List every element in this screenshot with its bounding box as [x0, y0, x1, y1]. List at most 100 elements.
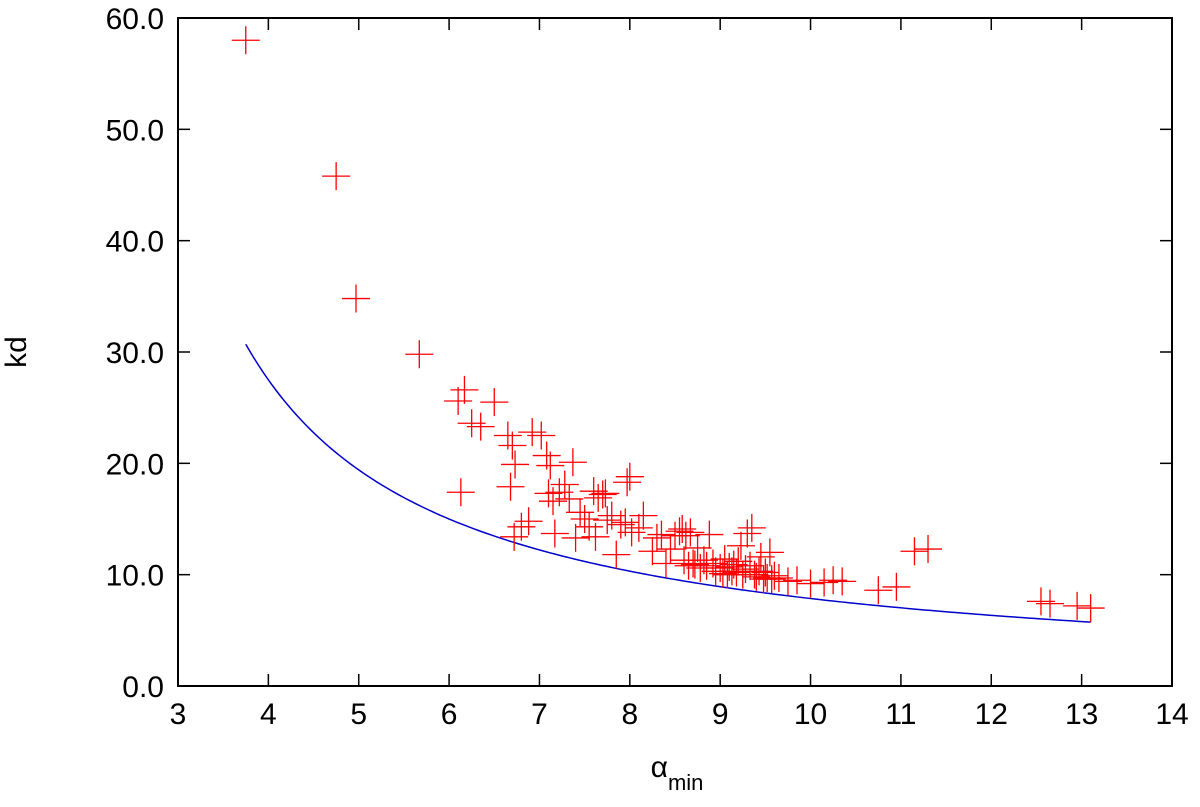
y-tick-label: 50.0	[106, 114, 164, 147]
data-point	[322, 162, 351, 191]
data-point	[695, 520, 724, 549]
data-point	[642, 523, 671, 552]
data-point	[581, 522, 610, 551]
x-tick-label: 6	[441, 698, 458, 731]
data-point	[828, 567, 857, 596]
data-point	[480, 388, 509, 417]
data-point	[566, 498, 595, 527]
data-point	[606, 510, 635, 539]
x-tick-label: 9	[712, 698, 729, 731]
y-tick-label: 10.0	[106, 560, 164, 593]
data-point	[617, 518, 646, 547]
data-point	[760, 561, 789, 590]
data-point	[724, 547, 753, 576]
data-point	[231, 26, 260, 55]
data-point	[882, 572, 911, 601]
data-point	[671, 521, 700, 550]
y-tick-label: 60.0	[106, 3, 164, 36]
data-point	[342, 284, 371, 313]
axis-ticks	[177, 17, 1173, 687]
x-tick-label: 7	[531, 698, 548, 731]
data-point	[570, 505, 599, 533]
data-point	[611, 508, 640, 537]
x-tick-label: 3	[170, 698, 187, 731]
data-point	[536, 451, 565, 480]
data-point	[624, 513, 653, 542]
data-point	[500, 522, 529, 551]
y-axis-tick-labels: 0.0 10.0 20.0 30.0 40.0 50.0 60.0	[106, 3, 164, 704]
data-point	[558, 448, 587, 477]
data-point	[665, 517, 694, 546]
data-point	[450, 375, 479, 404]
data-point	[514, 507, 543, 536]
data-point	[588, 480, 617, 509]
data-point	[561, 523, 590, 552]
data-point	[717, 557, 746, 586]
data-point	[900, 537, 929, 566]
data-point	[782, 566, 811, 595]
x-tick-label: 13	[1065, 698, 1098, 731]
data-point	[555, 484, 584, 513]
data-point	[615, 462, 644, 491]
data-point	[593, 506, 622, 535]
data-point	[737, 513, 766, 542]
x-axis-label-subscript: min	[668, 770, 703, 795]
x-axis-tick-labels: 3 4 5 6 7 8 9 10 11 12 13 14	[170, 698, 1189, 731]
data-point	[532, 441, 561, 470]
data-point	[591, 479, 620, 508]
data-point	[668, 515, 697, 544]
x-tick-label: 8	[621, 698, 638, 731]
x-axis-label: αmin	[651, 751, 704, 795]
x-tick-label: 12	[975, 698, 1008, 731]
x-tick-label: 14	[1155, 698, 1188, 731]
data-point	[914, 535, 943, 564]
data-point	[613, 468, 642, 497]
data-point	[534, 479, 563, 508]
x-tick-label: 4	[260, 698, 277, 731]
data-point	[507, 512, 536, 541]
data-point	[647, 520, 676, 549]
y-axis-label: kd	[0, 336, 33, 368]
data-point	[656, 535, 685, 564]
data-point	[493, 421, 522, 450]
data-point	[757, 565, 786, 594]
y-tick-label: 40.0	[106, 226, 164, 259]
fit-curve-line	[245, 343, 1091, 623]
data-point	[466, 412, 495, 441]
data-point	[651, 549, 680, 578]
data-point	[527, 421, 556, 450]
data-point	[1076, 594, 1105, 623]
data-point	[602, 540, 631, 569]
x-tick-label: 11	[885, 698, 916, 731]
data-point	[405, 340, 434, 369]
data-point	[575, 512, 604, 541]
data-point	[584, 483, 613, 512]
data-point	[745, 557, 774, 586]
data-point	[498, 431, 527, 460]
data-point	[755, 538, 784, 567]
data-point	[444, 386, 473, 415]
data-point	[501, 450, 530, 479]
data-point	[733, 519, 762, 548]
data-point	[864, 576, 893, 605]
data-points	[231, 26, 1105, 623]
x-axis-label-main: α	[651, 751, 668, 784]
y-tick-label: 20.0	[106, 448, 164, 481]
data-point	[726, 531, 755, 560]
y-tick-label: 30.0	[106, 337, 164, 370]
data-point	[496, 472, 525, 501]
data-point	[550, 470, 579, 499]
data-point	[1036, 589, 1065, 618]
data-point	[676, 518, 705, 547]
y-tick-label: 0.0	[122, 671, 164, 704]
data-point	[446, 478, 475, 507]
x-tick-label: 5	[350, 698, 367, 731]
data-point	[683, 533, 712, 562]
data-point	[1063, 591, 1092, 620]
data-point	[796, 569, 825, 598]
data-point	[638, 537, 667, 566]
data-point	[540, 519, 569, 548]
x-tick-label: 10	[794, 698, 827, 731]
